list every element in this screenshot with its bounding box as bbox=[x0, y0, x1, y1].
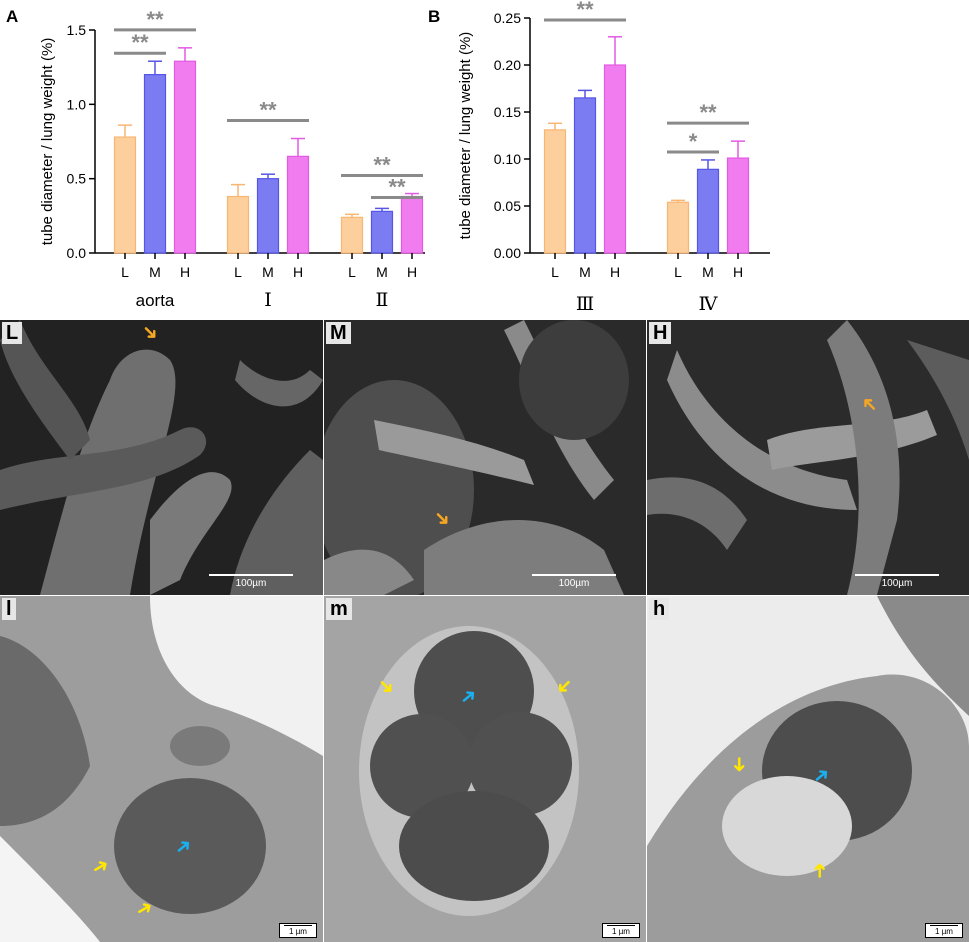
scale-text: 100µm bbox=[881, 578, 913, 589]
x-tick-label: M bbox=[149, 264, 161, 280]
sem-image-l: L ➜ 100µm bbox=[0, 320, 323, 595]
group-label: Ⅲ bbox=[576, 293, 594, 315]
scale-text: 1 µm bbox=[612, 927, 630, 936]
y-axis-label: tube diameter / lung weight (%) bbox=[457, 32, 474, 240]
bar-H bbox=[726, 157, 750, 254]
sem-h-texture bbox=[647, 320, 969, 595]
group-label: Ⅱ bbox=[376, 289, 389, 311]
bar-L bbox=[340, 216, 364, 254]
sem-label-l: L bbox=[2, 322, 23, 344]
scale-bar: 1 µm bbox=[925, 923, 963, 938]
x-tick-label: M bbox=[579, 264, 591, 280]
y-tick-label: 0.05 bbox=[494, 198, 521, 214]
tem-image-m: m ➜ ➜ ➜ 1 µm bbox=[324, 596, 646, 942]
bar-M bbox=[573, 97, 597, 254]
y-tick-label: 0.0 bbox=[67, 245, 87, 261]
group-label: Ⅰ bbox=[264, 289, 272, 311]
y-tick-label: 0.20 bbox=[494, 57, 521, 73]
scale-text: 1 µm bbox=[935, 927, 953, 936]
sem-m-texture bbox=[324, 320, 646, 595]
y-tick-label: 0.00 bbox=[494, 245, 521, 261]
x-tick-label: L bbox=[121, 264, 129, 280]
x-tick-label: L bbox=[234, 264, 242, 280]
x-tick-label: H bbox=[180, 264, 190, 280]
x-tick-label: M bbox=[262, 264, 274, 280]
x-tick-label: H bbox=[610, 264, 620, 280]
group-label: aorta bbox=[136, 291, 175, 310]
sem-label-h: H bbox=[649, 322, 672, 344]
x-tick-label: M bbox=[376, 264, 388, 280]
y-tick-label: 1.0 bbox=[67, 96, 87, 112]
bar-L bbox=[666, 201, 690, 254]
y-axis-label: tube diameter / lung weight (%) bbox=[39, 38, 56, 246]
tem-h-texture bbox=[647, 596, 969, 942]
y-tick-label: 0.25 bbox=[494, 10, 521, 26]
yellow-arrow-icon: ➜ bbox=[727, 756, 750, 773]
tem-l-texture bbox=[0, 596, 323, 942]
scale-bar: 100µm bbox=[209, 574, 293, 589]
tem-m-texture bbox=[324, 596, 646, 942]
scale-text: 100µm bbox=[235, 578, 267, 589]
charts-area: A 0.0 0.5 1.0 1.5 tube diameter / lung weight… bbox=[6, 0, 770, 315]
tem-label-l: l bbox=[2, 598, 16, 620]
bar-M bbox=[370, 210, 394, 254]
group-label: Ⅳ bbox=[699, 293, 719, 315]
significance-label: ** bbox=[259, 98, 277, 123]
x-tick-label: M bbox=[702, 264, 714, 280]
tem-label-h: h bbox=[649, 598, 670, 620]
bar-M bbox=[696, 168, 720, 254]
x-tick-label: H bbox=[293, 264, 303, 280]
significance-label: ** bbox=[373, 153, 391, 178]
yellow-arrow-icon: ➜ bbox=[808, 862, 831, 879]
y-tick-label: 0.15 bbox=[494, 104, 521, 120]
bar-L bbox=[113, 136, 137, 254]
panel-letter: B bbox=[428, 7, 440, 26]
tem-image-h: h ➜ ➜ ➜ 1 µm bbox=[647, 596, 969, 942]
bar-H bbox=[603, 64, 627, 254]
y-tick-label: 1.5 bbox=[67, 22, 87, 38]
tem-label-m: m bbox=[326, 598, 352, 620]
scale-bar: 1 µm bbox=[602, 923, 640, 938]
scale-bar: 1 µm bbox=[279, 923, 317, 938]
tem-image-l: l ➜ ➜ ➜ 1 µm bbox=[0, 596, 323, 942]
x-tick-label: L bbox=[348, 264, 356, 280]
significance-label: ** bbox=[388, 175, 406, 200]
scale-text: 100µm bbox=[558, 578, 590, 589]
bar-L bbox=[226, 195, 250, 254]
significance-label: ** bbox=[131, 30, 149, 55]
scale-bar: 100µm bbox=[855, 574, 939, 589]
bar-L bbox=[543, 129, 567, 254]
bar-H bbox=[173, 60, 197, 254]
bar-M bbox=[256, 178, 280, 254]
significance-label: ** bbox=[146, 7, 164, 32]
x-tick-label: H bbox=[407, 264, 417, 280]
sem-image-h: H ➜ 100µm bbox=[647, 320, 969, 595]
sem-l-texture bbox=[0, 320, 323, 595]
significance-label: ** bbox=[699, 100, 717, 125]
y-tick-label: 0.10 bbox=[494, 151, 521, 167]
bar-H bbox=[286, 155, 310, 254]
x-tick-label: H bbox=[733, 264, 743, 280]
sem-label-m: M bbox=[326, 322, 351, 344]
bar-M bbox=[143, 73, 167, 254]
bar-H bbox=[400, 195, 424, 254]
x-tick-label: L bbox=[674, 264, 682, 280]
y-tick-label: 0.5 bbox=[67, 171, 87, 187]
panel-letter: A bbox=[6, 7, 18, 26]
significance-label: ** bbox=[576, 0, 594, 22]
scale-text: 1 µm bbox=[289, 927, 307, 936]
significance-label: * bbox=[689, 129, 698, 154]
scale-bar: 100µm bbox=[532, 574, 616, 589]
sem-image-m: M ➜ 100µm bbox=[324, 320, 646, 595]
x-tick-label: L bbox=[551, 264, 559, 280]
